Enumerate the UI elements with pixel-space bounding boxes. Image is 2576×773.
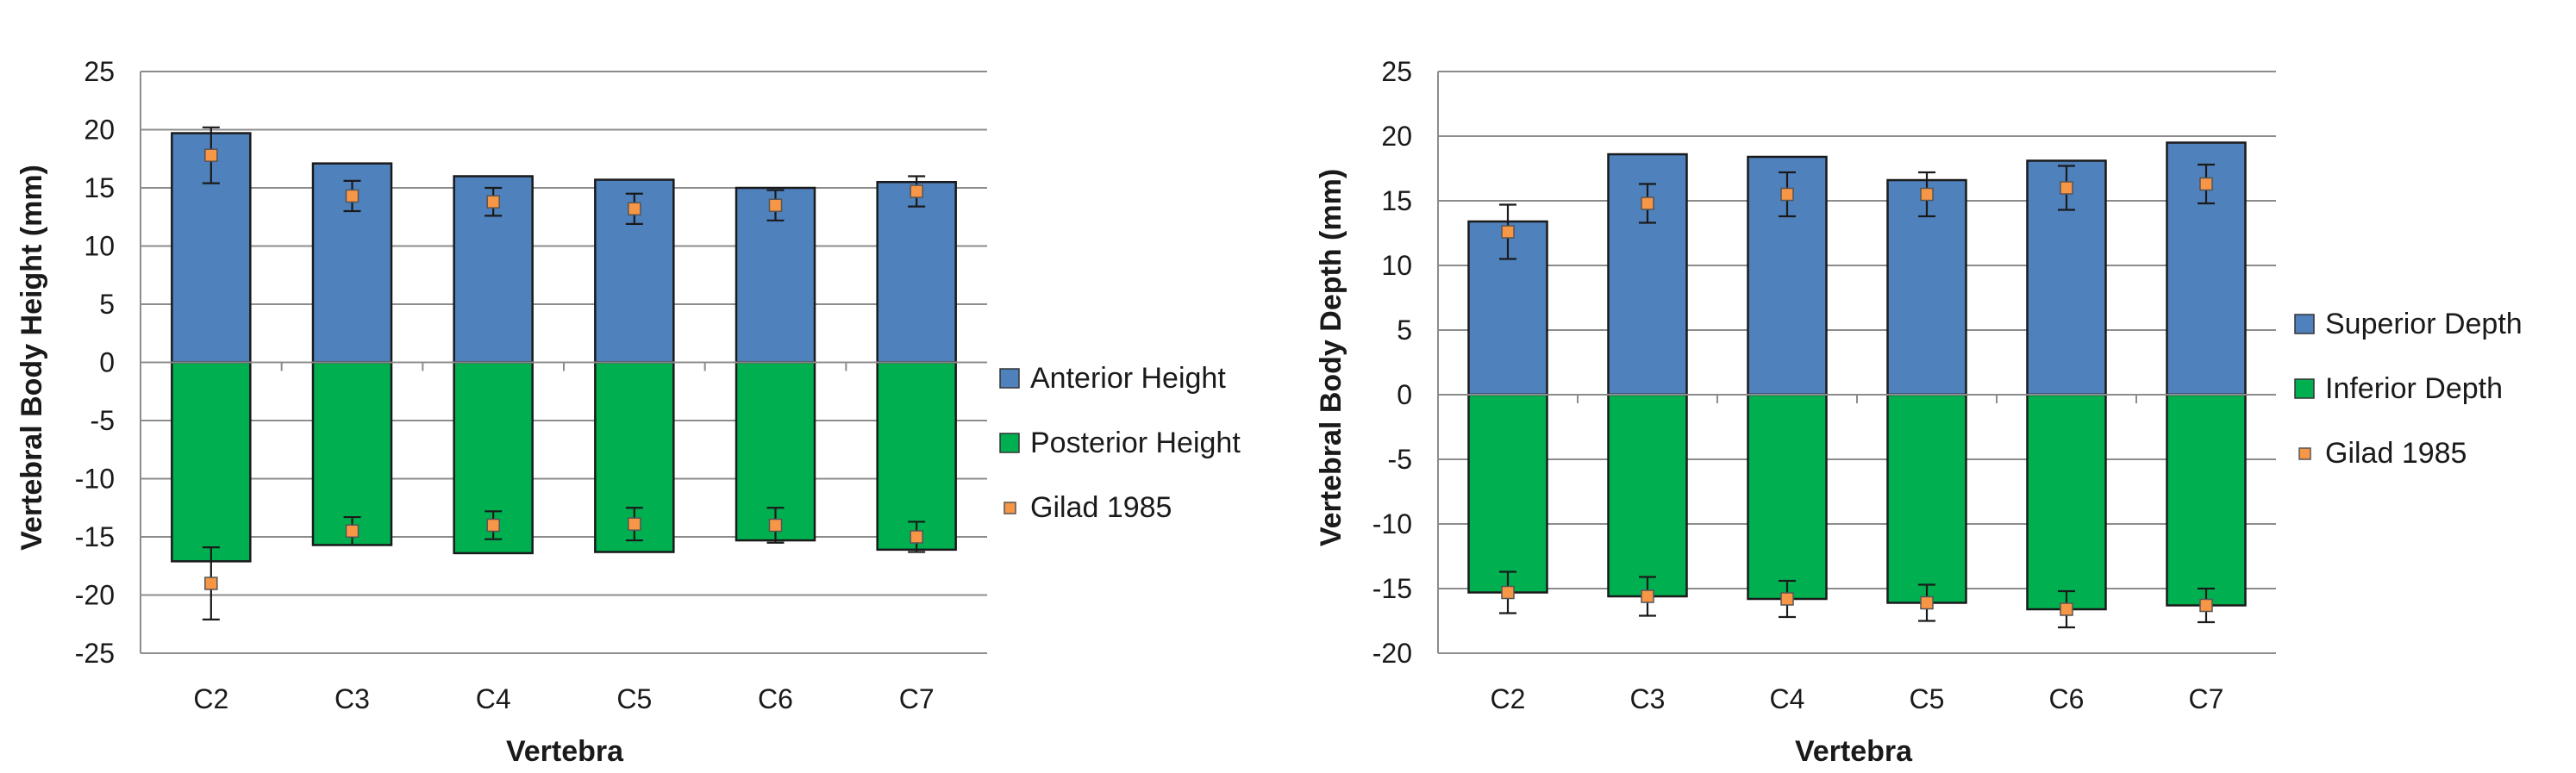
legend-swatch-anterior-height [999, 368, 1020, 389]
height-y-tick-label: 0 [99, 347, 115, 378]
depth-chart-gridlines [1438, 71, 2276, 654]
height-chart: 25 20 15 10 5 0 -5 -10 -15 -20 -25 C2 C3 C4 C5 C6 C7 Ver… [16, 56, 1241, 768]
depth-y-tick-label: 10 [1381, 250, 1412, 281]
depth-x-tick-label: C4 [1770, 683, 1805, 714]
legend-swatch-gilad-1985 [2298, 447, 2311, 460]
legend-swatch-superior-depth [2294, 314, 2315, 334]
height-x-tick-label: C4 [476, 683, 511, 714]
legend-swatch-posterior-height [999, 433, 1020, 453]
legend-label-anterior-height: Anterior Height [1030, 362, 1226, 395]
depth-y-tick-label: 25 [1381, 56, 1412, 87]
legend-label-gilad-1985: Gilad 1985 [1030, 491, 1172, 524]
height-y-tick-label: -10 [75, 464, 115, 495]
depth-y-tick-label: 5 [1397, 315, 1412, 346]
height-chart-legend: Anterior Height Posterior Height Gilad 1… [999, 362, 1241, 524]
height-gilad-marker [768, 518, 783, 533]
depth-bar-lower [1607, 393, 1688, 598]
height-gilad-marker [486, 195, 500, 209]
depth-chart-bars [1467, 141, 2247, 611]
legend-label-gilad-1985: Gilad 1985 [2325, 437, 2467, 470]
height-y-tick-label: 10 [84, 231, 115, 262]
depth-y-tick-label: 0 [1397, 379, 1412, 410]
height-gilad-marker [345, 524, 360, 538]
depth-chart: 25 20 15 10 5 0 -5 -10 -15 -20 C2 C3 C4 C5 C6 C7 Verteb… [1315, 56, 2523, 768]
depth-bar-lower [1467, 393, 1548, 594]
depth-x-tick-label: C5 [1910, 683, 1945, 714]
depth-x-tick-label: C3 [1630, 683, 1666, 714]
depth-chart-x-axis-title: Vertebra [1795, 735, 1913, 768]
height-gilad-marker [486, 518, 500, 533]
depth-x-tick-label: C2 [1491, 683, 1526, 714]
depth-bar-lower [1747, 393, 1828, 601]
depth-y-tick-label: -15 [1372, 573, 1412, 604]
legend-swatch-gilad-1985 [1004, 502, 1016, 514]
height-gilad-marker [345, 189, 360, 203]
depth-gilad-marker [1920, 187, 1934, 202]
height-chart-bars [171, 132, 957, 563]
depth-chart-axes: 25 20 15 10 5 0 -5 -10 -15 -20 C2 C3 C4 C5 C6 C7 [1372, 56, 2276, 714]
height-y-tick-label: -5 [91, 405, 115, 436]
depth-gilad-marker [1780, 187, 1794, 202]
depth-gilad-marker [1920, 595, 1934, 610]
height-x-tick-label: C5 [616, 683, 652, 714]
depth-bar-lower [1886, 393, 1967, 604]
legend-label-superior-depth: Superior Depth [2325, 308, 2523, 340]
legend-swatch-inferior-depth [2294, 378, 2315, 399]
height-gilad-marker [910, 530, 923, 544]
depth-y-tick-label: -20 [1372, 638, 1412, 669]
depth-gilad-marker [2060, 602, 2073, 616]
depth-gilad-marker [2199, 598, 2213, 613]
depth-gilad-marker [1501, 585, 1515, 600]
depth-gilad-marker [1641, 196, 1654, 210]
depth-gilad-marker [1780, 592, 1794, 606]
height-y-tick-label: 5 [99, 289, 115, 320]
height-x-tick-label: C6 [758, 683, 793, 714]
depth-x-tick-label: C6 [2049, 683, 2085, 714]
height-chart-reference-markers [202, 126, 926, 620]
height-gilad-marker [910, 184, 923, 198]
height-y-tick-label: 15 [84, 172, 115, 203]
height-x-tick-label: C3 [335, 683, 370, 714]
depth-gilad-marker [1641, 589, 1654, 603]
height-chart-x-axis-title: Vertebra [506, 735, 624, 768]
depth-chart-legend: Superior Depth Inferior Depth Gilad 1985 [2294, 308, 2523, 470]
depth-bar-upper [1607, 153, 1688, 396]
height-bar-upper [876, 181, 957, 364]
depth-y-tick-label: 20 [1381, 121, 1412, 152]
depth-gilad-marker [2199, 177, 2213, 191]
height-y-tick-label: -20 [75, 580, 115, 611]
height-chart-y-axis-title: Vertebral Body Height (mm) [16, 165, 48, 551]
depth-chart-reference-markers [1499, 163, 2215, 629]
depth-y-tick-label: -5 [1388, 444, 1412, 475]
height-gilad-marker [204, 577, 218, 590]
height-gilad-marker [628, 517, 641, 531]
height-y-tick-label: -15 [75, 521, 115, 552]
height-x-tick-label: C2 [193, 683, 228, 714]
height-y-tick-label: -25 [75, 638, 115, 669]
height-y-tick-label: 25 [84, 56, 115, 87]
depth-bar-lower [2166, 393, 2247, 607]
depth-chart-y-axis-title: Vertebral Body Depth (mm) [1315, 169, 1347, 546]
legend-label-inferior-depth: Inferior Depth [2325, 372, 2503, 405]
height-gilad-marker [204, 148, 218, 162]
depth-gilad-marker [2060, 181, 2073, 195]
height-chart-axes: 25 20 15 10 5 0 -5 -10 -15 -20 -25 C2 C3 C4 C5 C6 C7 [75, 56, 987, 714]
height-bar-lower [876, 361, 957, 552]
height-gilad-marker [628, 202, 641, 216]
height-y-tick-label: 20 [84, 115, 115, 146]
depth-y-tick-label: -10 [1372, 508, 1412, 539]
height-x-tick-label: C7 [899, 683, 935, 714]
height-gilad-marker [768, 198, 783, 212]
depth-y-tick-label: 15 [1381, 185, 1412, 216]
depth-gilad-marker [1501, 225, 1515, 239]
height-bar-lower [171, 361, 252, 563]
depth-bar-lower [2026, 393, 2107, 611]
depth-x-tick-label: C7 [2189, 683, 2224, 714]
legend-label-posterior-height: Posterior Height [1030, 427, 1241, 459]
